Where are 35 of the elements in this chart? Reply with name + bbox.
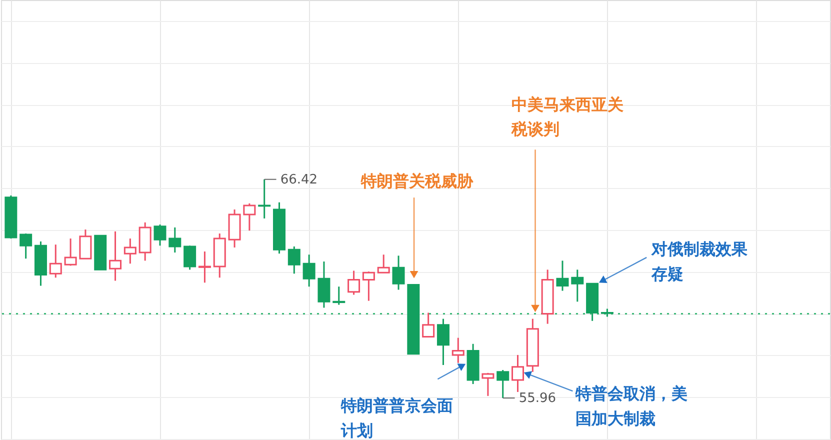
candlestick bbox=[318, 260, 330, 308]
annotation: 特普会取消，美国加大制裁 bbox=[574, 384, 688, 428]
annotation: 55.96 bbox=[518, 391, 556, 406]
annotation: 66.42 bbox=[280, 172, 318, 188]
candlestick bbox=[49, 244, 62, 278]
candlestick bbox=[109, 230, 122, 282]
candlestick bbox=[377, 254, 390, 274]
candlestick bbox=[392, 254, 405, 290]
candlestick bbox=[512, 354, 524, 393]
candlestick bbox=[482, 372, 494, 397]
candlestick bbox=[258, 178, 271, 220]
annotation: 特朗普关税威胁 bbox=[360, 172, 474, 191]
candlestick bbox=[20, 232, 32, 260]
candlestick bbox=[124, 238, 136, 264]
candlestick bbox=[348, 270, 360, 296]
candlestick bbox=[571, 268, 584, 302]
candlestick bbox=[64, 238, 77, 266]
annotation: 特朗普普京会面计划 bbox=[340, 396, 454, 440]
candlestick bbox=[302, 254, 316, 288]
candlestick bbox=[362, 270, 375, 302]
candlestick bbox=[79, 228, 92, 260]
candlestick bbox=[496, 369, 510, 399]
candlestick bbox=[422, 312, 435, 338]
candlestick bbox=[332, 286, 346, 306]
candlestick bbox=[154, 224, 166, 246]
candlestick bbox=[452, 337, 464, 364]
candlestick bbox=[288, 246, 300, 274]
candlestick bbox=[243, 202, 256, 232]
candlestick bbox=[436, 318, 450, 366]
candlestick bbox=[184, 244, 196, 270]
annotation: 中美马来西亚关税谈判 bbox=[510, 94, 624, 139]
candlestick bbox=[556, 260, 569, 292]
candlestick bbox=[198, 250, 211, 284]
text: 对俄制裁效果存疑 bbox=[650, 239, 749, 284]
candlestick bbox=[168, 226, 182, 254]
